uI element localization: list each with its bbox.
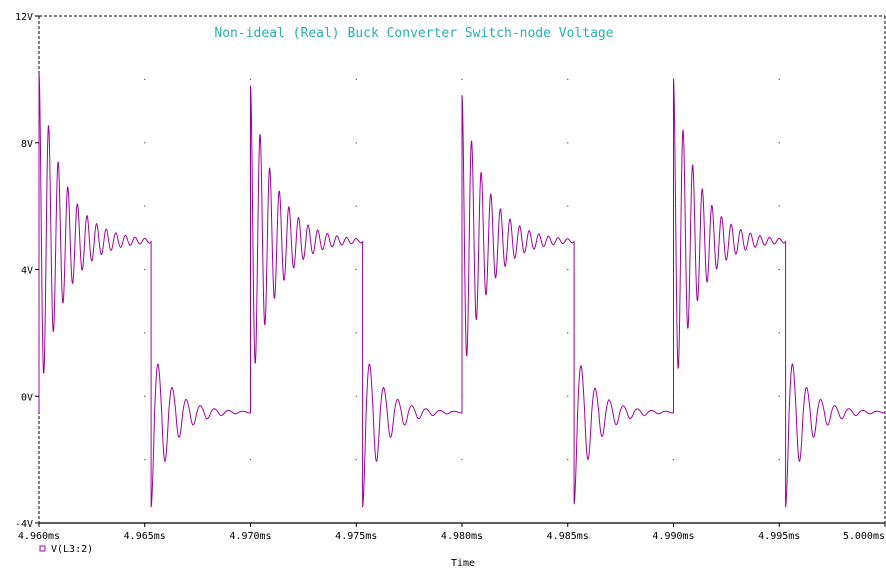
grid-dot (567, 332, 569, 334)
grid-dot (461, 459, 463, 461)
grid-dot (144, 205, 146, 207)
grid-dot (355, 332, 357, 334)
grid-dot (778, 78, 780, 80)
grid-dot (567, 459, 569, 461)
grid-dot (355, 459, 357, 461)
y-tick-label: -4V (15, 519, 33, 530)
grid-dot (355, 142, 357, 144)
x-axis-label: Time (451, 558, 475, 569)
series-layer (38, 72, 886, 508)
x-tick-label: 5.000ms (843, 531, 885, 542)
x-tick-label: 4.995ms (758, 531, 800, 542)
grid-dot (355, 78, 357, 80)
y-tick-label: 12V (15, 12, 33, 23)
tick-labels: -4V 0V 4V 8V 12V 4.960ms 4.965ms 4.970ms 4.975ms… (15, 12, 886, 542)
y-tick-label: 4V (21, 266, 33, 277)
x-tick-label: 4.960ms (18, 531, 60, 542)
grid-dot (249, 459, 252, 461)
grid-dot (778, 142, 780, 144)
grid-dot (249, 78, 252, 80)
grid-dot (567, 142, 569, 144)
grid-dot (778, 205, 780, 207)
grid-dot (144, 395, 146, 397)
grid-dot (144, 268, 146, 271)
x-tick-label: 4.975ms (335, 531, 377, 542)
grid-dot (144, 78, 146, 80)
legend: V(L3:2) (39, 544, 93, 555)
y-tick-label: 8V (21, 139, 33, 150)
x-tick-label: 4.965ms (124, 531, 166, 542)
legend-label: V(L3:2) (51, 544, 93, 555)
grid-dot (355, 205, 357, 207)
grid-dot (778, 268, 780, 271)
grid-dot (144, 459, 146, 461)
x-tick-label: 4.990ms (652, 531, 694, 542)
series-line-v-l3-2 (38, 72, 886, 508)
grid-dot (355, 268, 357, 271)
grid-dot (778, 332, 780, 334)
legend-marker (39, 545, 46, 552)
grid-dot (144, 332, 146, 334)
x-tick-label: 4.970ms (229, 531, 271, 542)
grid-dot (567, 205, 569, 207)
grid-dot (144, 142, 146, 144)
grid-dot (778, 395, 780, 397)
x-tick-label: 4.985ms (547, 531, 589, 542)
x-tick-label: 4.980ms (441, 531, 483, 542)
grid-dot (778, 459, 780, 461)
grid-dot (567, 395, 569, 397)
grid-dot (355, 395, 357, 397)
grid-dot (461, 78, 463, 80)
chart-title: Non-ideal (Real) Buck Converter Switch-n… (214, 26, 613, 41)
y-tick-label: 0V (21, 392, 33, 403)
grid-dot (567, 268, 569, 271)
grid-dot (567, 78, 569, 80)
grid-dot (672, 459, 675, 461)
